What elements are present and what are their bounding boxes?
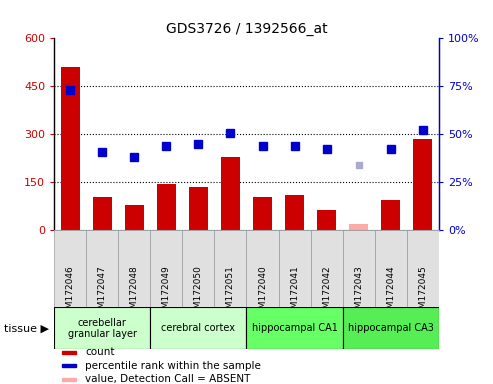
Text: GSM172040: GSM172040 [258, 265, 267, 320]
Text: hippocampal CA1: hippocampal CA1 [251, 323, 338, 333]
Bar [62, 351, 76, 354]
Text: cerebral cortex: cerebral cortex [161, 323, 236, 333]
Title: GDS3726 / 1392566_at: GDS3726 / 1392566_at [166, 22, 327, 36]
Text: GSM172045: GSM172045 [418, 265, 427, 320]
Text: percentile rank within the sample: percentile rank within the sample [85, 361, 261, 371]
Bar [182, 230, 214, 307]
Bar [150, 230, 182, 307]
Bar [214, 230, 246, 307]
Bar [311, 230, 343, 307]
Bar [253, 197, 272, 230]
Bar [279, 230, 311, 307]
Text: tissue ▶: tissue ▶ [4, 323, 49, 333]
Bar [381, 200, 400, 230]
Bar [118, 230, 150, 307]
Text: cerebellar
granular layer: cerebellar granular layer [68, 318, 137, 339]
Bar [317, 210, 336, 230]
Text: GSM172043: GSM172043 [354, 265, 363, 320]
Bar [246, 230, 279, 307]
Text: value, Detection Call = ABSENT: value, Detection Call = ABSENT [85, 374, 250, 384]
Text: GSM172050: GSM172050 [194, 265, 203, 320]
Bar [62, 377, 76, 381]
Bar [86, 230, 118, 307]
Bar [93, 197, 112, 230]
Bar [125, 205, 144, 230]
Text: count: count [85, 347, 114, 358]
Bar [221, 157, 240, 230]
Bar [349, 224, 368, 230]
Bar [61, 67, 80, 230]
Bar [54, 230, 86, 307]
Text: GSM172042: GSM172042 [322, 265, 331, 319]
Text: GSM172047: GSM172047 [98, 265, 107, 320]
Text: GSM172051: GSM172051 [226, 265, 235, 320]
Text: GSM172041: GSM172041 [290, 265, 299, 320]
Bar [343, 230, 375, 307]
Bar [246, 307, 343, 349]
Bar [54, 307, 150, 349]
Text: GSM172048: GSM172048 [130, 265, 139, 320]
Text: hippocampal CA3: hippocampal CA3 [348, 323, 434, 333]
Text: GSM172049: GSM172049 [162, 265, 171, 320]
Bar [157, 184, 176, 230]
Bar [407, 230, 439, 307]
Bar [189, 187, 208, 230]
Bar [150, 307, 246, 349]
Text: GSM172046: GSM172046 [66, 265, 75, 320]
Bar [343, 307, 439, 349]
Bar [62, 364, 76, 367]
Bar [413, 139, 432, 230]
Bar [375, 230, 407, 307]
Text: GSM172044: GSM172044 [386, 265, 395, 319]
Bar [285, 195, 304, 230]
